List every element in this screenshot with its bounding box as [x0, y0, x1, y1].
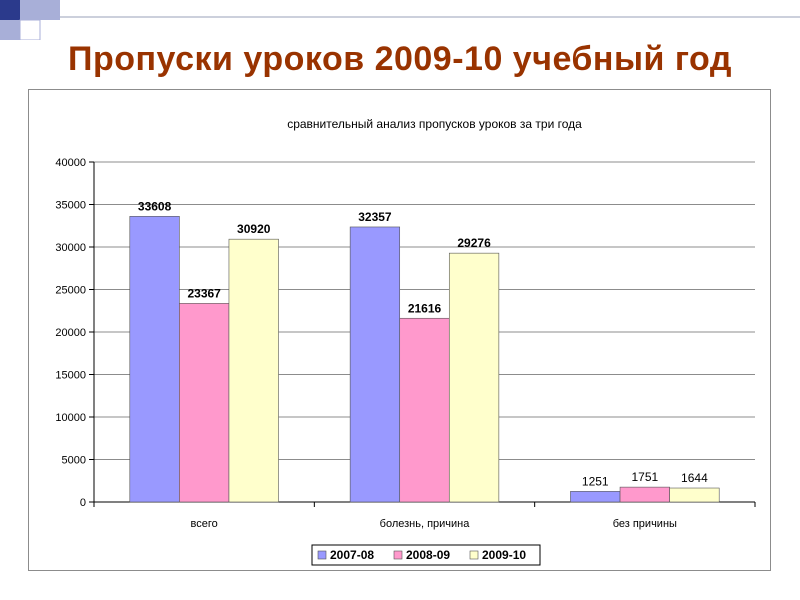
data-label: 30920 — [237, 222, 271, 236]
data-label: 23367 — [187, 286, 221, 300]
y-tick-label: 20000 — [55, 327, 86, 339]
y-tick-label: 40000 — [55, 157, 86, 169]
x-tick-label: всего — [191, 518, 218, 530]
bar — [448, 252, 500, 503]
decorative-header — [0, 0, 800, 40]
bar — [179, 303, 230, 503]
data-label: 29276 — [457, 236, 491, 250]
chart-title: сравнительный анализ пропусков уроков за… — [287, 117, 582, 131]
bar — [129, 216, 180, 503]
y-tick-label: 30000 — [55, 242, 86, 254]
y-tick-label: 35000 — [55, 200, 86, 212]
data-label: 21616 — [408, 301, 442, 315]
bar — [399, 317, 450, 503]
deco-square-light — [20, 0, 40, 20]
data-label: 1751 — [631, 470, 658, 484]
legend-label: 2007-08 — [330, 548, 374, 562]
deco-square-light — [0, 20, 20, 40]
y-tick-label: 0 — [80, 497, 86, 509]
bar — [570, 491, 621, 503]
data-label: 33608 — [138, 199, 172, 213]
y-tick-label: 10000 — [55, 412, 86, 424]
data-label: 32357 — [358, 210, 392, 224]
legend-box — [311, 544, 541, 566]
deco-square-dark — [0, 0, 20, 20]
y-tick-label: 25000 — [55, 285, 86, 297]
bar — [669, 487, 720, 503]
y-tick-label: 15000 — [55, 370, 86, 382]
x-tick-label: болезнь, причина — [380, 518, 471, 530]
data-label: 1644 — [681, 471, 708, 485]
x-tick-label: без причины — [613, 518, 677, 530]
bar — [619, 486, 670, 503]
y-tick-label: 5000 — [62, 455, 86, 467]
legend-swatch — [393, 550, 403, 560]
bar — [349, 226, 401, 503]
bar — [228, 238, 279, 503]
page-title: Пропуски уроков 2009-10 учебный год — [68, 40, 732, 78]
legend-swatch — [469, 550, 479, 560]
chart-frame: сравнительный анализ пропусков уроков за… — [28, 89, 771, 571]
legend-label: 2009-10 — [482, 548, 526, 562]
deco-square-light — [40, 0, 60, 20]
deco-square-outline — [19, 19, 41, 40]
legend-label: 2008-09 — [406, 548, 450, 562]
data-label: 1251 — [582, 474, 609, 488]
bar-chart: сравнительный анализ пропусков уроков за… — [55, 117, 756, 566]
legend-swatch — [317, 550, 327, 560]
